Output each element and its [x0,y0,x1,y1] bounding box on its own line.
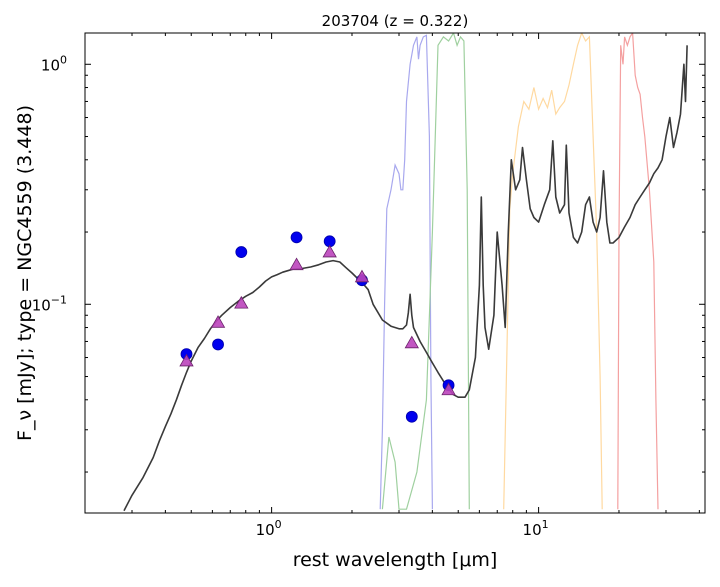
plot-frame [84,32,706,514]
model-photometry-point [322,244,337,258]
observed-point [235,246,248,258]
x-tick-label: 100 [256,518,282,539]
y-tick-label: 10−1 [32,293,67,314]
filter-curve-2 [381,33,470,510]
x-tick-label: 101 [523,518,549,539]
filter-curve-1 [379,34,433,510]
model-photometry-point [441,382,456,396]
y-axis-label: F_ν [mJy]; type = NGC4559 (3.448) [14,105,36,441]
observed-point [405,410,418,423]
model-photometry-point [179,353,194,367]
template-sed-line [123,45,688,512]
model-photometry-point [404,335,419,349]
chart-title: 203704 (z = 0.322) [322,12,469,30]
model-photometry-point [354,269,370,283]
x-axis-label: rest wavelength [μm] [293,549,498,571]
y-tick-label: 100 [41,53,67,74]
filter-curve-3 [503,33,603,510]
model-photometry-point [210,315,226,328]
filter-curve-4 [617,33,659,510]
model-photometry-point [289,257,304,271]
observed-point [290,231,303,244]
plot-area [123,33,688,512]
model-photometry-point [234,295,249,309]
axis-ticks: 100 101 10−1 100 [32,33,705,539]
observed-point [212,338,224,351]
